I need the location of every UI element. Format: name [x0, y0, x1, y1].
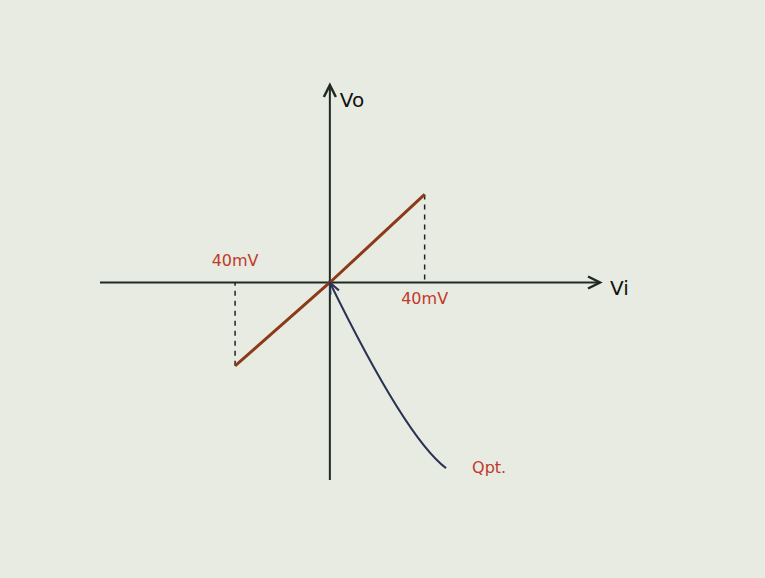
- svg-text:40mV: 40mV: [401, 289, 448, 308]
- svg-text:40mV: 40mV: [212, 251, 259, 270]
- svg-text:Vo: Vo: [340, 88, 364, 112]
- svg-text:Qpt.: Qpt.: [472, 458, 506, 477]
- svg-text:Vi: Vi: [610, 276, 629, 300]
